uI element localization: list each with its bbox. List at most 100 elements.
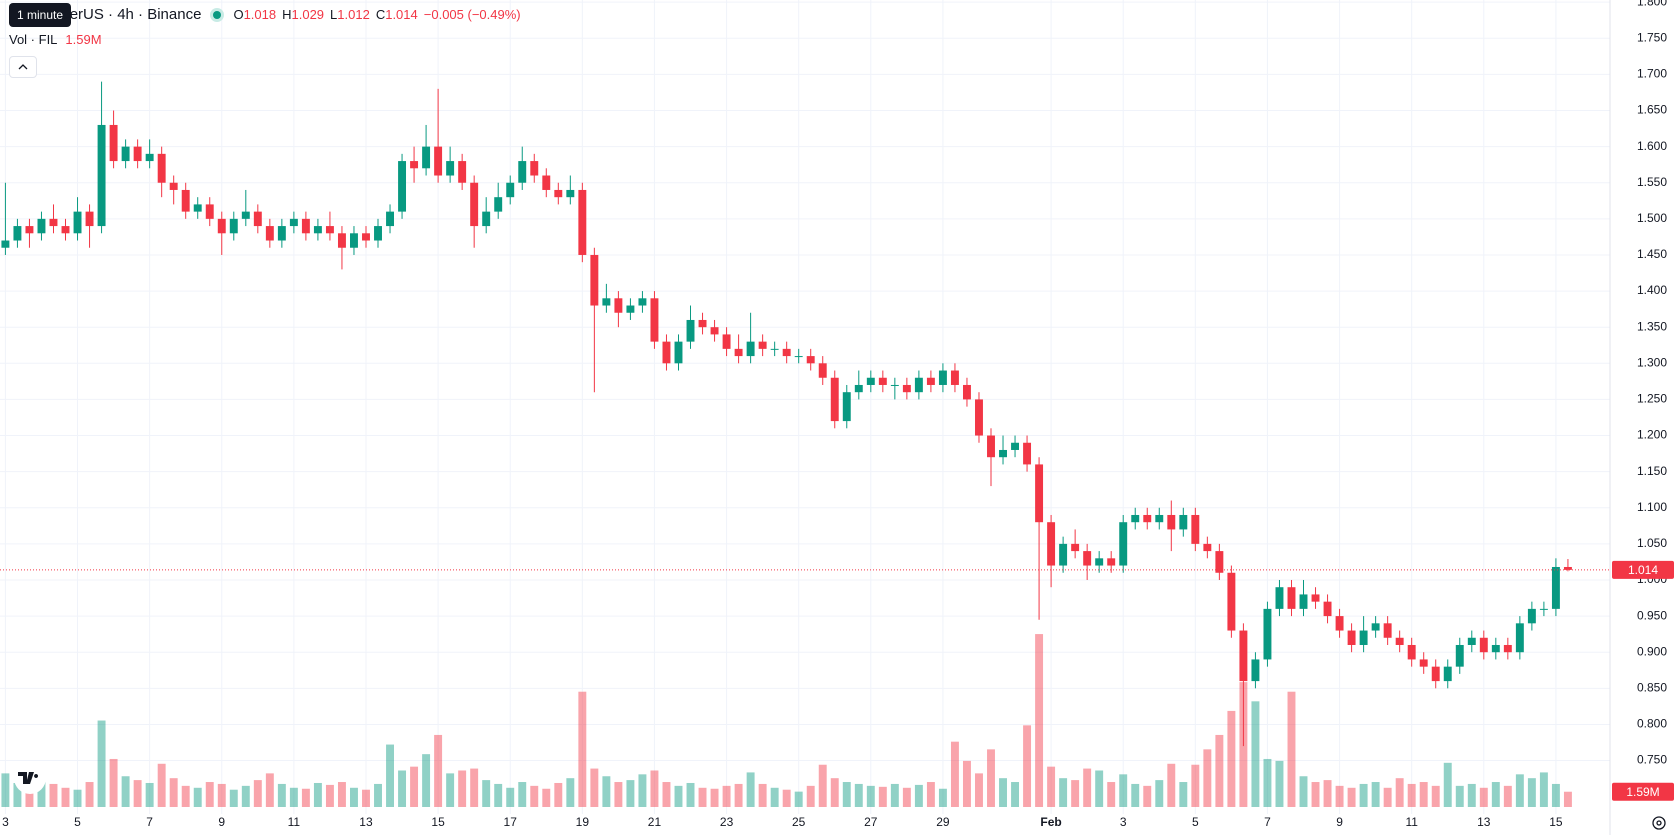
- ohlc-value: 1.014: [385, 7, 418, 22]
- candle-body: [674, 341, 683, 364]
- candle-body: [1275, 587, 1284, 609]
- volume-bar: [830, 778, 839, 807]
- x-tick-label: 15: [1549, 815, 1563, 829]
- y-tick-label: 1.150: [1637, 464, 1667, 478]
- volume-bar: [1287, 691, 1296, 807]
- candle-body: [61, 226, 70, 234]
- volume-bar: [1155, 780, 1164, 807]
- change: −0.005 (−0.49%): [423, 7, 521, 22]
- candle-body: [1023, 442, 1032, 465]
- x-tick-label: 25: [792, 815, 806, 829]
- volume-bar: [566, 778, 575, 807]
- volume-bar: [1371, 782, 1380, 807]
- ohlc-item: C1.014: [376, 7, 418, 22]
- x-tick-label: 9: [1336, 815, 1343, 829]
- volume-bar: [1119, 774, 1128, 807]
- x-tick-label: 9: [218, 815, 225, 829]
- candle-body: [13, 226, 22, 241]
- candle-body: [999, 449, 1007, 458]
- candle-body: [37, 218, 46, 234]
- candle-body: [1347, 630, 1356, 645]
- volume-title: Vol · FIL: [9, 32, 58, 47]
- volume-bar: [578, 691, 587, 807]
- candle-body: [1143, 514, 1152, 523]
- x-tick-label: 7: [1264, 815, 1271, 829]
- volume-bar: [350, 787, 358, 807]
- tradingview-logo: [14, 762, 46, 794]
- legend-header: FIL / TetherUS · 4h · Binance O1.018 H1.0…: [8, 6, 521, 23]
- x-tick-label: 29: [936, 815, 950, 829]
- volume-bar: [422, 754, 431, 807]
- y-tick-label: 1.450: [1637, 247, 1667, 261]
- x-tick-label: 17: [504, 815, 518, 829]
- candle-body: [313, 226, 322, 234]
- collapse-button[interactable]: [9, 56, 37, 78]
- volume-bar: [530, 785, 539, 807]
- candle-body: [662, 341, 671, 364]
- candle-body: [446, 161, 455, 176]
- volume-bar: [818, 764, 827, 807]
- candle-body: [434, 146, 443, 176]
- candle-body: [975, 399, 983, 436]
- volume-bar: [914, 784, 923, 807]
- volume-bar: [590, 768, 599, 807]
- volume-bar: [1479, 787, 1488, 807]
- candle-body: [145, 153, 154, 162]
- volume-bar: [337, 782, 346, 807]
- volume-bar: [1095, 770, 1104, 807]
- volume-bar: [806, 785, 815, 807]
- y-tick-label: 1.350: [1637, 319, 1667, 333]
- volume-bar: [313, 782, 322, 807]
- volume-bar: [1131, 783, 1140, 807]
- candle-body: [410, 161, 419, 169]
- y-tick-label: 1.700: [1637, 67, 1667, 81]
- y-tick-label: 1.600: [1637, 139, 1667, 153]
- volume-bar: [181, 785, 190, 807]
- candle-body: [482, 211, 491, 227]
- candle-body: [938, 370, 947, 385]
- candle-body: [842, 392, 851, 422]
- candle-body: [1167, 514, 1176, 530]
- y-tick-label: 0.950: [1637, 608, 1667, 622]
- gear-inner: [1656, 820, 1662, 826]
- candle-body: [590, 254, 599, 306]
- candle-body: [1551, 566, 1560, 609]
- ohlc-value: 1.012: [337, 7, 370, 22]
- candle-body: [734, 348, 743, 357]
- candle-body: [1215, 551, 1224, 573]
- candle-body: [1227, 572, 1236, 631]
- y-tick-label: 1.550: [1637, 175, 1667, 189]
- volume-bar: [987, 749, 995, 807]
- candle-body: [1131, 514, 1140, 523]
- candle-body: [1239, 630, 1248, 682]
- x-tick-label: 13: [1477, 815, 1491, 829]
- grid: [0, 0, 1610, 814]
- x-tick-label: 23: [720, 815, 734, 829]
- candle-body: [458, 161, 467, 183]
- volume-bar: [1227, 710, 1236, 807]
- volume-bar: [1011, 782, 1020, 807]
- volume-bar: [554, 782, 563, 807]
- volume-bar: [1215, 734, 1224, 807]
- candle-body: [1071, 543, 1080, 552]
- candle-body: [362, 233, 370, 241]
- x-tick-label: 13: [359, 815, 373, 829]
- candle-body: [1467, 637, 1476, 645]
- candle-body: [1047, 522, 1056, 566]
- candle-body: [722, 334, 731, 349]
- candle-body: [97, 124, 106, 227]
- volume-bar: [1527, 778, 1536, 807]
- y-tick-label: 1.800: [1637, 0, 1667, 8]
- candle-body: [902, 384, 911, 393]
- candle-body: [301, 218, 310, 234]
- candle-body: [169, 182, 178, 190]
- volume-bar: [1419, 782, 1428, 807]
- volume-bar: [1143, 785, 1152, 807]
- candle-body: [506, 182, 515, 198]
- status-dot: [213, 10, 222, 19]
- settings-icon[interactable]: [1652, 816, 1666, 830]
- volume-bar: [1515, 774, 1524, 807]
- candle-body: [782, 348, 791, 357]
